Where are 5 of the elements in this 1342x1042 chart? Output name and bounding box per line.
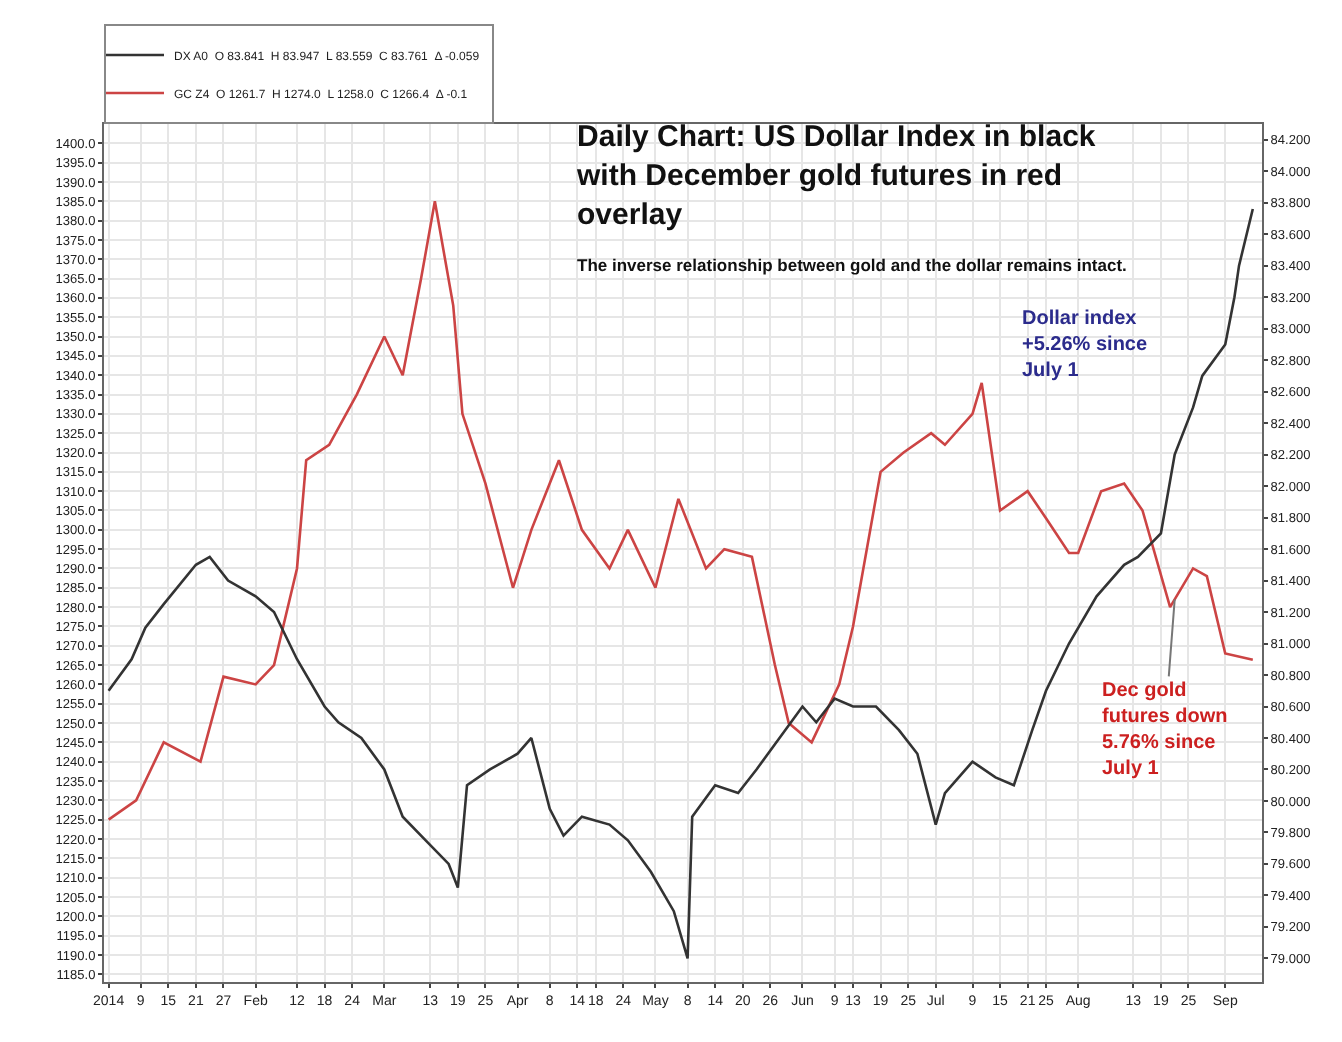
annotation: Dollar index +5.26% since July 1	[1022, 308, 1148, 382]
annotation: Dec gold futures down 5.76% since July 1	[1102, 680, 1228, 780]
text: Daily Chart: US Dollar Index in black with December gold futures in red overlay	[575, 119, 1097, 232]
text: The inverse relationship between gold and the dollar remains intact.	[577, 254, 1127, 275]
line-series	[107, 200, 1255, 821]
